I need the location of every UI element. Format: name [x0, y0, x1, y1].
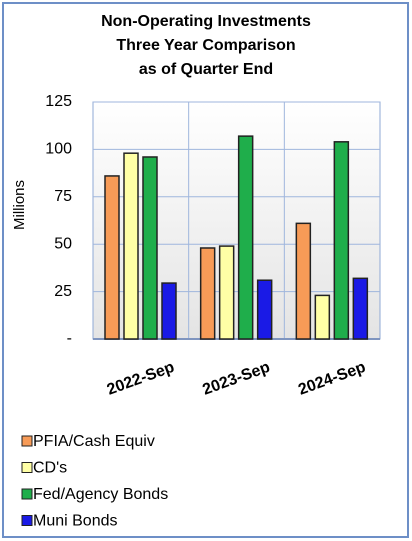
legend-label: Muni Bonds	[33, 513, 118, 530]
legend-label: PFIA/Cash Equiv	[33, 433, 155, 450]
bar	[295, 222, 312, 340]
bar	[333, 141, 350, 340]
bar	[218, 245, 235, 340]
bar	[237, 135, 254, 340]
y-tick-label: 50	[54, 235, 72, 252]
bar	[123, 152, 139, 340]
plot-area	[92, 101, 381, 340]
bar	[352, 277, 369, 340]
legend-swatch	[21, 515, 33, 526]
y-axis-label: Millions	[11, 180, 28, 230]
legend-label: Fed/Agency Bonds	[33, 486, 168, 503]
bar	[104, 175, 120, 340]
y-tick-label: 100	[45, 141, 72, 158]
legend-swatch	[21, 488, 33, 500]
y-tick-label: 125	[45, 93, 72, 110]
bar	[256, 279, 273, 340]
chart-title: as of Quarter End	[139, 61, 273, 78]
bar	[142, 156, 158, 340]
legend-label: CD's	[33, 460, 67, 477]
legend-swatch	[21, 435, 33, 447]
bar	[161, 282, 177, 340]
y-tick-label: 25	[54, 283, 72, 300]
y-tick-label: -	[67, 330, 72, 347]
legend-swatch	[21, 462, 33, 473]
y-tick-label: 75	[54, 188, 72, 205]
chart-title: Three Year Comparison	[116, 37, 295, 54]
bar	[199, 247, 216, 340]
chart-title: Non-Operating Investments	[101, 13, 311, 30]
bar	[314, 294, 331, 340]
